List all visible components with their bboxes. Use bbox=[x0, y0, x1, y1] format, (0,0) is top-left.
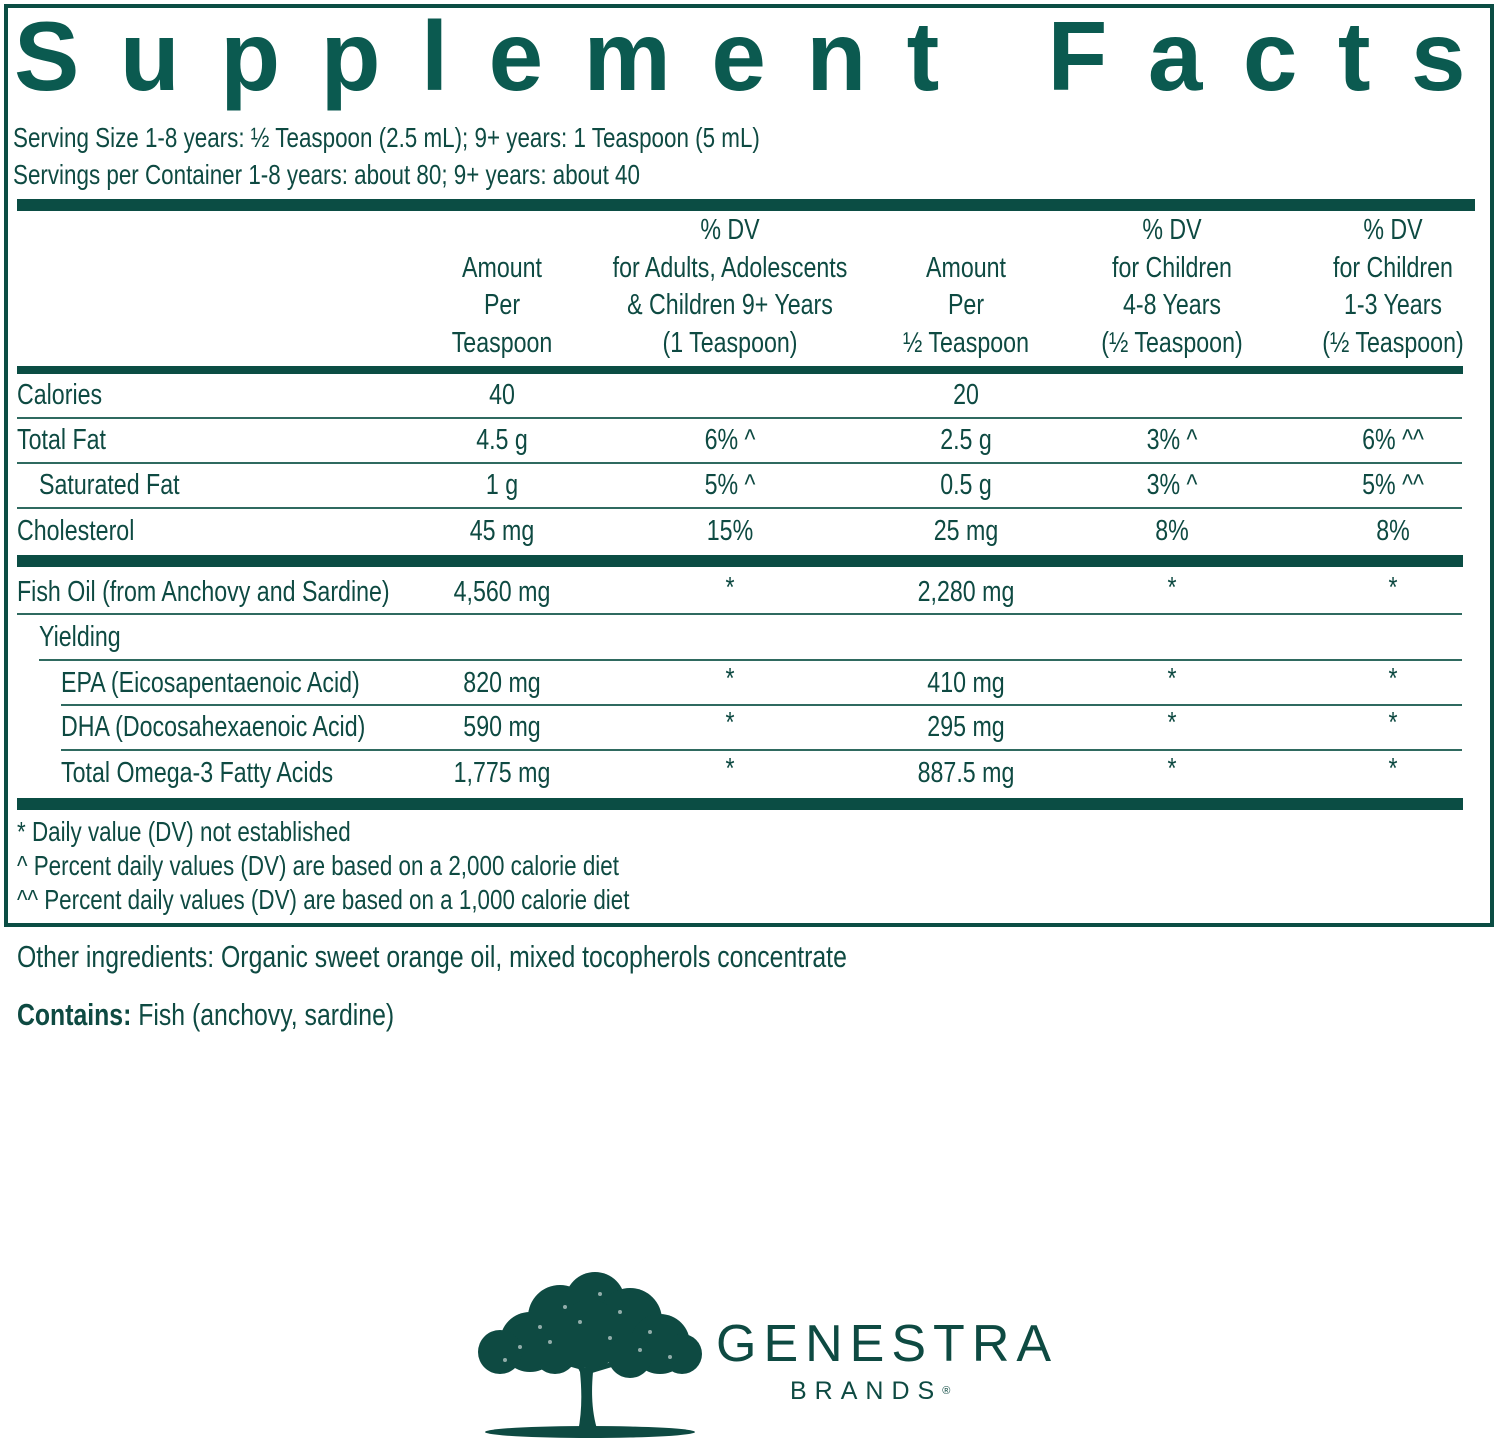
nutrient-value: 8% bbox=[1155, 515, 1189, 547]
nutrient-value: 4.5 g bbox=[476, 424, 528, 456]
nutrient-value: 295 mg bbox=[927, 711, 1005, 743]
nutrient-value: 1 g bbox=[485, 469, 519, 501]
column-header-line: for Adults, Adolescents bbox=[612, 251, 848, 284]
column-header-line: ½ Teaspoon bbox=[903, 326, 1029, 359]
nutrient-name: DHA (Docosahexaenoic Acid) bbox=[61, 711, 366, 743]
contains-label: Contains: bbox=[17, 997, 132, 1032]
row-divider bbox=[17, 613, 1462, 615]
nutrient-value: * bbox=[1388, 572, 1398, 604]
footnote-2000-calorie: ^ Percent daily values (DV) are based on… bbox=[17, 850, 619, 881]
nutrient-value: 3% ^ bbox=[1146, 469, 1198, 501]
divider-thick bbox=[17, 555, 1463, 567]
brand-name: GENESTRA bbox=[716, 1315, 1059, 1373]
nutrient-value: 887.5 mg bbox=[917, 757, 1015, 789]
nutrient-value: 15% bbox=[706, 515, 754, 547]
nutrient-value: * bbox=[1167, 572, 1177, 604]
nutrient-value: * bbox=[1388, 753, 1398, 785]
footnote-not-established: * Daily value (DV) not established bbox=[17, 816, 351, 847]
nutrient-name: Fish Oil (from Anchovy and Sardine) bbox=[17, 576, 390, 608]
brand-sub-text: BRANDS bbox=[790, 1377, 943, 1405]
nutrient-value: * bbox=[725, 707, 735, 739]
allergen-statement: Contains: Fish (anchovy, sardine) bbox=[17, 996, 394, 1034]
column-header-line: % DV bbox=[1142, 214, 1202, 246]
row-divider bbox=[39, 659, 1462, 661]
row-divider bbox=[17, 462, 1462, 464]
serving-size: Serving Size 1-8 years: ½ Teaspoon (2.5 … bbox=[13, 122, 760, 153]
column-header-line: Per bbox=[483, 289, 521, 321]
nutrient-value: 5% ^ bbox=[704, 469, 756, 501]
column-header-line: 4-8 Years bbox=[1122, 289, 1222, 321]
nutrient-value: * bbox=[1167, 707, 1177, 739]
nutrient-name: Total Omega-3 Fatty Acids bbox=[61, 757, 334, 789]
divider-header bbox=[17, 366, 1463, 374]
column-header-line: (½ Teaspoon) bbox=[1322, 326, 1464, 359]
nutrient-value: * bbox=[1388, 707, 1398, 739]
column-header-line: Amount bbox=[462, 251, 542, 284]
nutrient-name: EPA (Eicosapentaenoic Acid) bbox=[61, 667, 360, 699]
divider-thick bbox=[17, 199, 1475, 211]
panel-title: Supplement Facts bbox=[14, 1, 1500, 111]
column-header-line: Teaspoon bbox=[451, 326, 553, 359]
brand-subtitle: BRANDS® bbox=[790, 1376, 950, 1406]
footnote-1000-calorie: ^^ Percent daily values (DV) are based o… bbox=[17, 884, 630, 915]
column-header-line: for Children bbox=[1333, 251, 1453, 284]
nutrient-value: 3% ^ bbox=[1146, 424, 1198, 456]
nutrient-value: 8% bbox=[1376, 515, 1410, 547]
contains-text: Fish (anchovy, sardine) bbox=[131, 997, 395, 1032]
nutrient-value: 590 mg bbox=[463, 711, 541, 743]
divider-thick bbox=[17, 798, 1463, 810]
nutrient-value: 45 mg bbox=[469, 515, 535, 547]
nutrient-value: 5% ^^ bbox=[1362, 469, 1424, 501]
nutrient-name: Saturated Fat bbox=[39, 469, 180, 501]
nutrient-value: * bbox=[725, 753, 735, 785]
column-header-line: 1-3 Years bbox=[1343, 289, 1443, 321]
column-header-line: Amount bbox=[926, 251, 1006, 284]
nutrient-value: 410 mg bbox=[927, 667, 1005, 699]
nutrient-value: * bbox=[725, 663, 735, 695]
row-divider bbox=[61, 704, 1462, 706]
nutrient-name: Yielding bbox=[39, 621, 121, 653]
nutrient-value: 2,280 mg bbox=[917, 576, 1015, 608]
nutrient-value: 4,560 mg bbox=[453, 576, 551, 608]
nutrient-value: * bbox=[1167, 753, 1177, 785]
nutrient-value: 2.5 g bbox=[940, 424, 992, 456]
nutrient-value: * bbox=[1388, 663, 1398, 695]
column-header-line: for Children bbox=[1112, 251, 1232, 284]
nutrient-name: Total Fat bbox=[17, 424, 106, 456]
column-header-line: % DV bbox=[700, 214, 760, 246]
column-header-line: & Children 9+ Years bbox=[627, 289, 833, 321]
column-header-line: % DV bbox=[1363, 214, 1423, 246]
nutrient-value: 820 mg bbox=[463, 667, 541, 699]
registered-mark: ® bbox=[942, 1385, 951, 1397]
nutrient-value: 6% ^^ bbox=[1362, 424, 1424, 456]
column-header-line: (½ Teaspoon) bbox=[1101, 326, 1243, 359]
oak-tree-icon bbox=[478, 1272, 702, 1438]
nutrient-value: 6% ^ bbox=[704, 424, 756, 456]
nutrient-value: 25 mg bbox=[933, 515, 999, 547]
nutrient-value: 1,775 mg bbox=[453, 757, 551, 789]
row-divider bbox=[61, 749, 1462, 751]
column-header-line: Per bbox=[947, 289, 985, 321]
nutrient-name: Calories bbox=[17, 379, 103, 411]
nutrient-value: * bbox=[1167, 663, 1177, 695]
servings-per-container: Servings per Container 1-8 years: about … bbox=[13, 159, 640, 190]
column-header-line: (1 Teaspoon) bbox=[662, 326, 798, 359]
supplement-facts-panel bbox=[4, 4, 1494, 927]
nutrient-value: 20 bbox=[953, 379, 979, 411]
other-ingredients: Other ingredients: Organic sweet orange … bbox=[17, 939, 847, 974]
nutrient-name: Cholesterol bbox=[17, 515, 135, 547]
row-divider bbox=[17, 507, 1462, 509]
row-divider bbox=[17, 417, 1462, 419]
nutrient-value: 40 bbox=[489, 379, 515, 411]
nutrient-value: 0.5 g bbox=[940, 469, 992, 501]
nutrient-value: * bbox=[725, 572, 735, 604]
